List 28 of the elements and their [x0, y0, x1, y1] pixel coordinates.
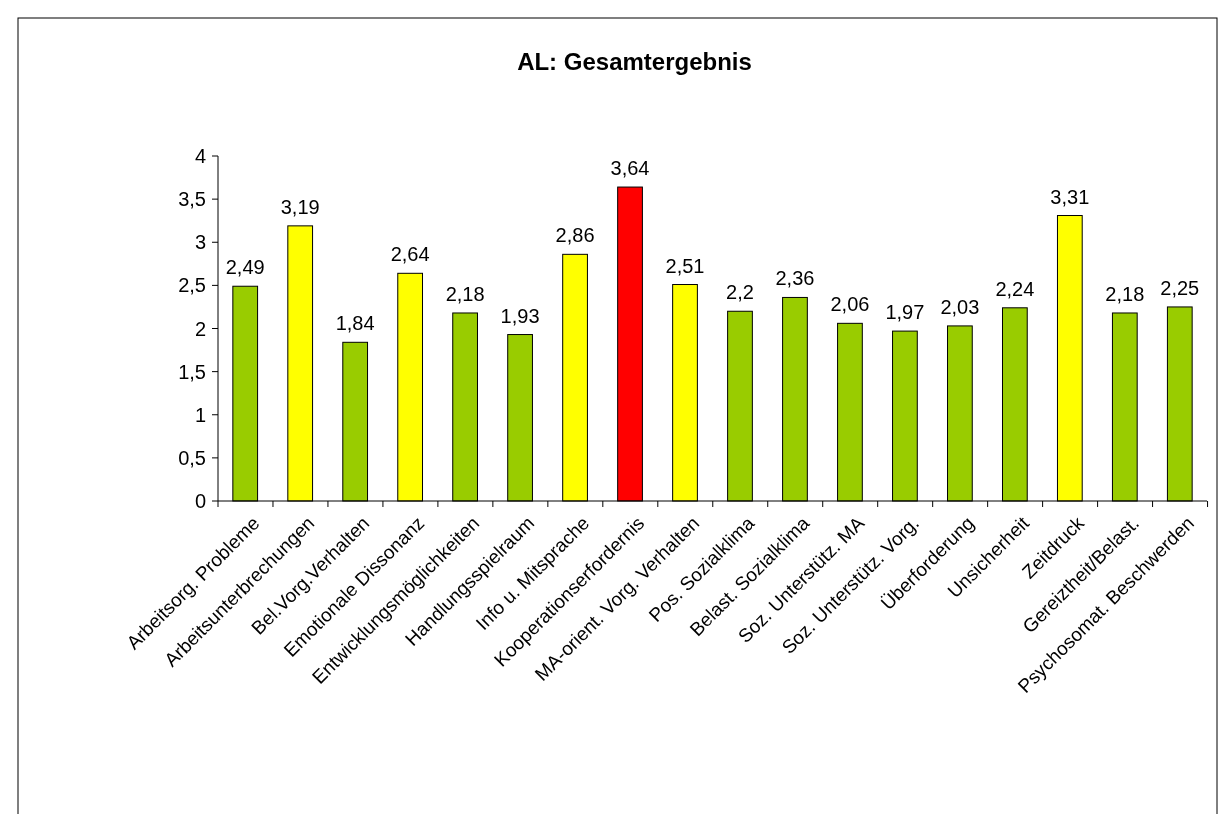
data-label: 2,03 [940, 295, 980, 318]
data-label: 2,18 [1105, 282, 1145, 305]
y-tick-label: 0 [194, 490, 206, 512]
y-tick-label: 3,5 [178, 188, 206, 211]
data-label: 2,51 [665, 254, 705, 277]
data-label: 3,19 [280, 195, 320, 218]
data-label: 2,06 [830, 293, 870, 316]
data-label: 2,18 [445, 282, 485, 305]
data-label: 2,24 [995, 277, 1035, 300]
y-tick-label: 4 [194, 145, 206, 167]
data-label: 3,31 [1050, 185, 1090, 208]
data-label: 3,64 [610, 157, 650, 180]
data-label: 1,84 [335, 312, 375, 335]
data-label: 2,64 [390, 243, 430, 266]
chart-title: AL: Gesamtergebnis [517, 48, 752, 75]
y-tick-label: 0,5 [178, 446, 206, 469]
data-label: 2,36 [775, 267, 815, 290]
data-label: 1,97 [885, 301, 925, 324]
data-label: 2,86 [555, 224, 595, 247]
data-label: 1,93 [500, 304, 540, 327]
y-tick-label: 2,5 [178, 274, 206, 297]
data-label: 2,25 [1160, 276, 1200, 299]
y-tick-label: 2 [194, 317, 206, 340]
y-tick-label: 1 [194, 403, 206, 426]
y-tick-label: 1,5 [178, 360, 206, 383]
data-label: 2,2 [726, 281, 754, 304]
data-label: 2,49 [225, 256, 265, 279]
y-tick-label: 3 [194, 231, 206, 254]
